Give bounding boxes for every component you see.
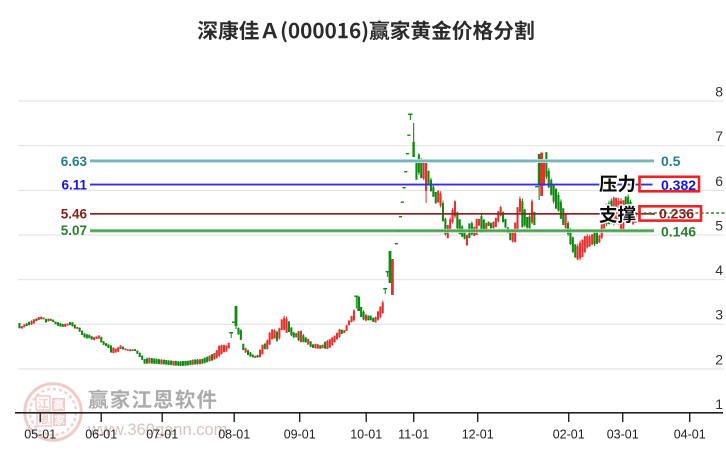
svg-text:06-01: 06-01 [85,428,117,442]
svg-text:6.63: 6.63 [61,154,88,169]
svg-text:5.46: 5.46 [61,207,88,222]
svg-text:0.146: 0.146 [661,224,696,240]
svg-text:0.236: 0.236 [659,205,694,221]
svg-text:11-01: 11-01 [398,428,429,442]
svg-text:5.07: 5.07 [61,223,87,238]
svg-text:08-01: 08-01 [218,428,250,442]
svg-text:6: 6 [715,173,723,189]
svg-text:07-01: 07-01 [146,428,178,442]
svg-text:www.360gann.com: www.360gann.com [87,421,227,439]
svg-text:1: 1 [715,396,723,412]
svg-text:6.11: 6.11 [61,178,87,193]
svg-text:0.5: 0.5 [661,153,681,169]
svg-text:03-01: 03-01 [607,428,639,442]
svg-text:04-01: 04-01 [674,428,706,442]
svg-text:09-01: 09-01 [284,428,316,442]
svg-text:7: 7 [715,128,723,144]
svg-text:3: 3 [715,307,723,323]
svg-text:4: 4 [715,262,723,278]
svg-text:02-01: 02-01 [553,428,585,442]
svg-text:12-01: 12-01 [462,428,494,442]
svg-text:10-01: 10-01 [350,428,382,442]
svg-text:0.382: 0.382 [661,177,696,193]
svg-text:2: 2 [715,351,723,367]
svg-text:5: 5 [715,217,723,233]
svg-text:05-01: 05-01 [24,428,56,442]
svg-text:8: 8 [715,84,723,100]
